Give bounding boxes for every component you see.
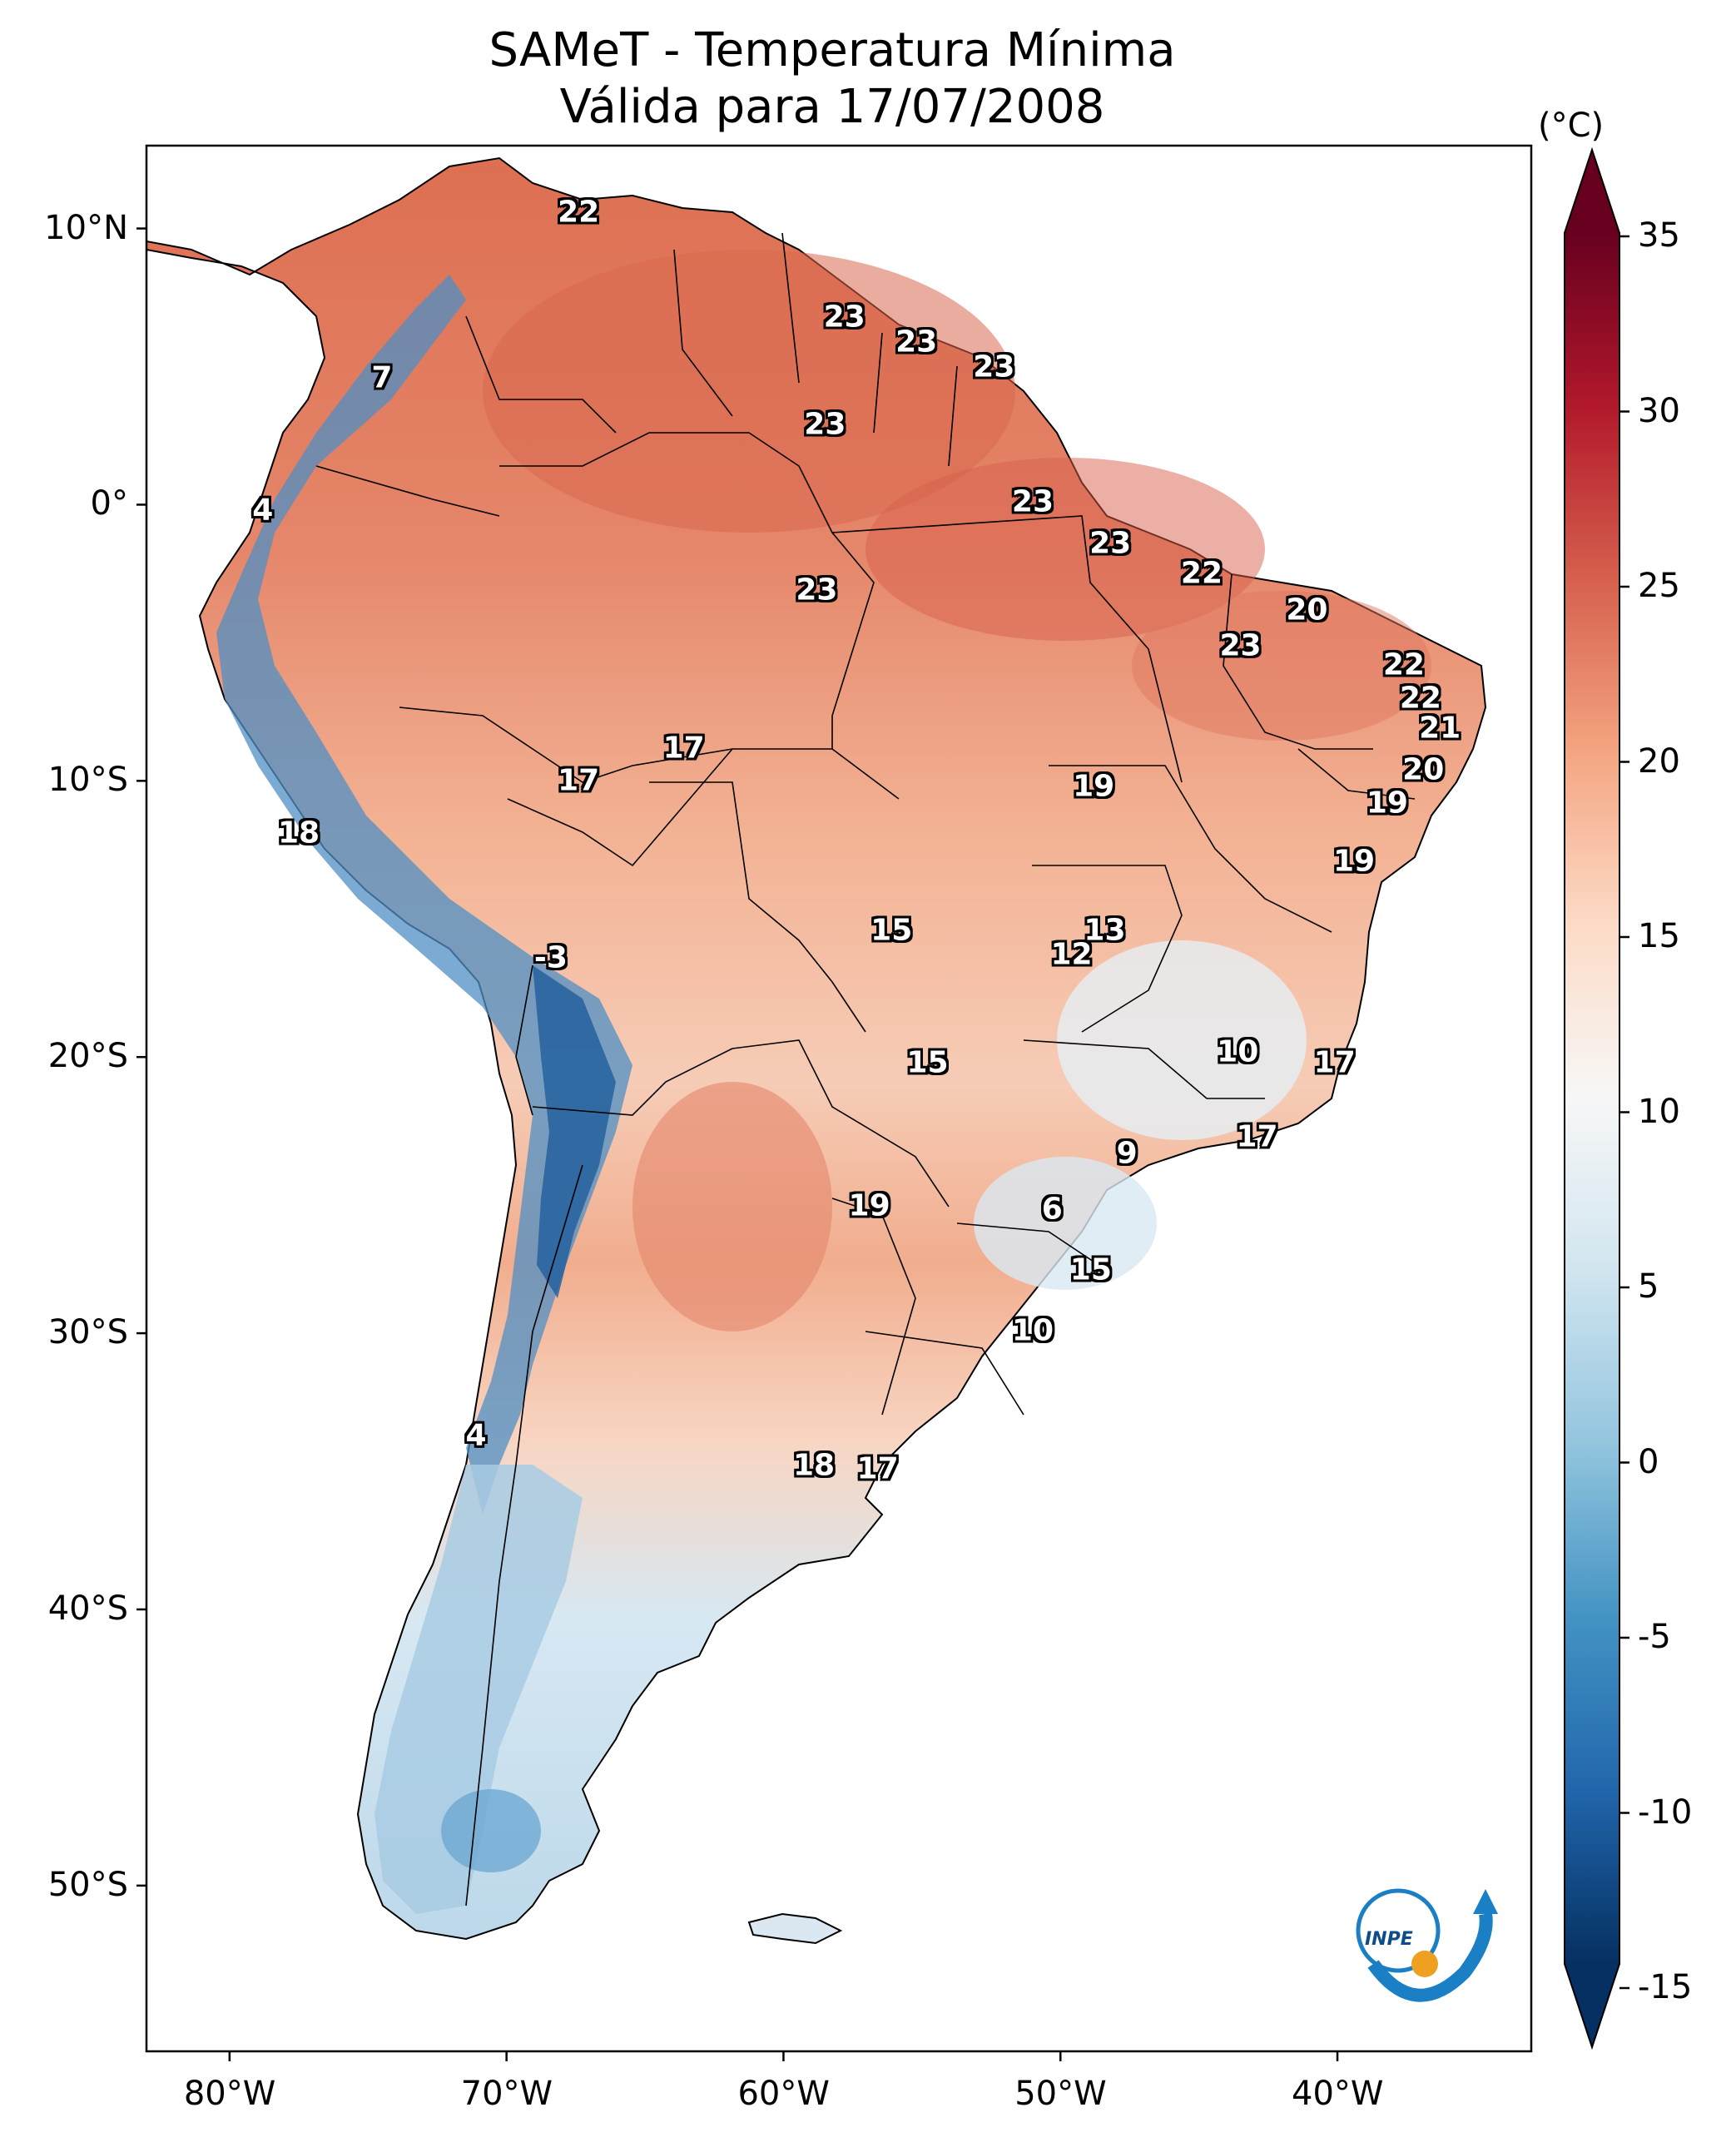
- temperature-label: 15: [1069, 1252, 1112, 1287]
- colorbar-tick-label: -5: [1638, 1618, 1671, 1656]
- country-borders: [315, 232, 1416, 1907]
- temperature-label: 19: [848, 1188, 890, 1223]
- temperature-label: 23: [823, 300, 866, 335]
- temperature-label: 22: [1180, 556, 1223, 591]
- temperature-label: 20: [1402, 752, 1445, 787]
- temperature-label: 17: [1236, 1119, 1278, 1154]
- temperature-label: 15: [906, 1045, 949, 1080]
- temperature-label: 6: [1041, 1192, 1063, 1227]
- temperature-label: 10: [1011, 1313, 1054, 1348]
- colorbar-tick-label: 5: [1638, 1267, 1659, 1306]
- colorbar-tick-label: -10: [1638, 1793, 1693, 1832]
- northeast-warm-region: [1132, 591, 1431, 741]
- temperature-label: 20: [1286, 593, 1328, 627]
- title-line-1: SAMeT - Temperatura Mínima: [489, 23, 1176, 77]
- temperature-label: 9: [1116, 1136, 1138, 1171]
- colorbar-ticks: [1619, 235, 1629, 1990]
- minas-gerais-cool-region: [1057, 940, 1307, 1140]
- lon-tick-label: 50°W: [1014, 2075, 1107, 2113]
- inpe-logo: [1356, 1888, 1498, 2002]
- temperature-label: 23: [796, 573, 838, 607]
- temperature-label: 17: [1313, 1045, 1356, 1080]
- logo-arrow-icon: [1473, 1889, 1498, 1914]
- lon-tick-label: 60°W: [737, 2075, 830, 2113]
- title-line-2: Válida para 17/07/2008: [559, 80, 1105, 134]
- colorbar-tick-label: 35: [1638, 216, 1680, 255]
- chaco-warm-region: [632, 1082, 832, 1331]
- andes-cold-band: [216, 275, 632, 1515]
- temperature-label: 23: [895, 325, 938, 359]
- north-brazil-warm-region: [866, 458, 1265, 641]
- lon-tick-label: 40°W: [1292, 2075, 1384, 2113]
- axis-ticks: [136, 227, 1339, 2061]
- temperature-label: 12: [1050, 937, 1093, 972]
- colorbar-tick-label: 10: [1638, 1092, 1680, 1131]
- temperature-label: 23: [973, 350, 1015, 384]
- map-area: [146, 146, 1531, 2051]
- temperature-label: 15: [870, 913, 913, 948]
- temperature-label: 17: [662, 731, 705, 765]
- temperature-label: 21: [1419, 711, 1461, 746]
- temperature-label: 19: [1332, 844, 1376, 879]
- lon-tick-label: 80°W: [183, 2075, 276, 2113]
- temperature-label: 23: [1011, 484, 1054, 519]
- colorbar: [1564, 146, 1629, 2050]
- temperature-label: 19: [1073, 769, 1115, 804]
- colorbar-tick-label: 25: [1638, 567, 1680, 605]
- colorbar-tick-label: 30: [1638, 391, 1680, 430]
- lat-tick-label: 0°: [90, 484, 128, 523]
- temperature-label: 23: [804, 407, 846, 442]
- temperature-label: 19: [1366, 786, 1408, 821]
- temperature-label: 22: [558, 195, 600, 230]
- colorbar-unit-label: (°C): [1538, 107, 1605, 145]
- amazon-warm-region: [483, 250, 1015, 533]
- southern-patagonia-cold: [441, 1789, 541, 1872]
- colorbar-outline: [1564, 146, 1620, 2050]
- temperature-label: 22: [1382, 647, 1425, 682]
- falkland-islands: [747, 1912, 843, 1945]
- parana-cool-region: [974, 1157, 1157, 1290]
- lat-tick-label: 10°S: [47, 761, 128, 800]
- temperature-label: 18: [277, 816, 320, 850]
- colorbar-tick-label: 0: [1638, 1442, 1659, 1481]
- logo-text: INPE: [1365, 1929, 1413, 1950]
- lon-tick-label: 70°W: [460, 2075, 553, 2113]
- lat-tick-label: 50°S: [47, 1865, 128, 1904]
- colorbar-body: [1565, 233, 1619, 1964]
- temperature-label: 17: [856, 1451, 899, 1486]
- logo-ring: [1356, 1888, 1441, 1973]
- colorbar-tick-label: 20: [1638, 741, 1680, 781]
- temperature-label: 17: [558, 763, 600, 798]
- lat-tick-label: 30°S: [47, 1313, 128, 1352]
- logo-swoosh: [1367, 1912, 1493, 2002]
- temperature-label: 7: [371, 360, 393, 395]
- temperature-label: 13: [1084, 913, 1126, 948]
- colorbar-tick-label: -15: [1638, 1968, 1693, 2006]
- map-frame: [145, 144, 1533, 2053]
- logo-sun-dot: [1411, 1951, 1438, 1977]
- lat-tick-label: 20°S: [47, 1037, 128, 1076]
- temperature-label: 23: [1089, 526, 1132, 561]
- temperature-label: 10: [1217, 1034, 1259, 1069]
- colorbar-bottom-extend: [1565, 1964, 1619, 2047]
- temperature-label: 4: [252, 493, 274, 528]
- patagonia-cool-region: [374, 1465, 583, 1914]
- colorbar-top-extend: [1565, 150, 1619, 233]
- altiplano-cold-core: [533, 965, 616, 1298]
- lat-tick-label: 40°S: [47, 1589, 128, 1628]
- temperature-label: 18: [792, 1448, 836, 1483]
- temperature-label: -3: [533, 940, 568, 975]
- colorbar-tick-label: 15: [1638, 917, 1680, 955]
- temperature-label: 4: [465, 1418, 487, 1453]
- temperature-label: 23: [1219, 628, 1262, 663]
- lat-tick-label: 10°N: [44, 208, 128, 247]
- temperature-label: 22: [1399, 681, 1441, 716]
